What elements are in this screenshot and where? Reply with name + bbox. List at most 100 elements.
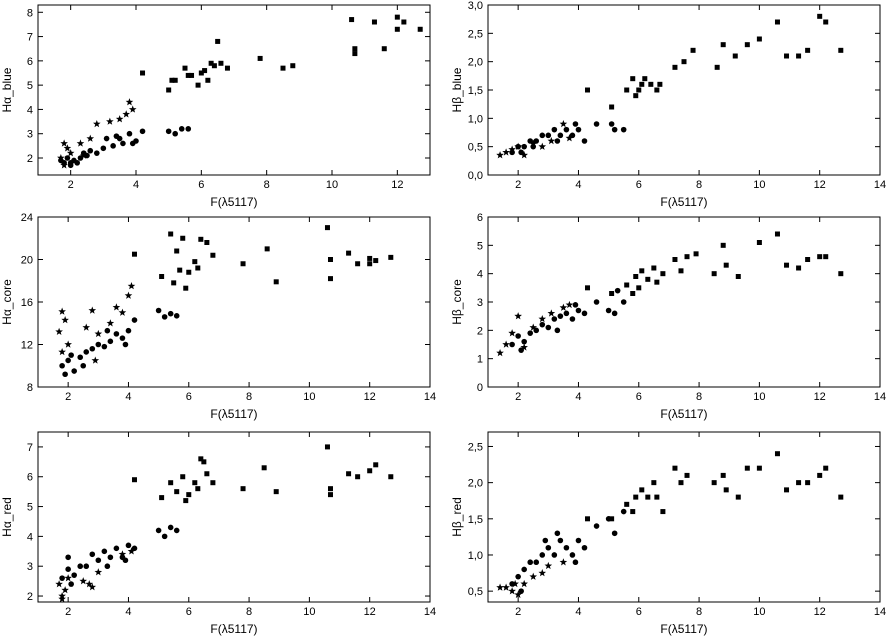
data-point-square (208, 60, 214, 66)
y-tick-label: 0 (477, 382, 483, 394)
data-point-circle (74, 160, 80, 166)
y-axis-label: Hα_red (0, 497, 14, 537)
data-point-square (735, 274, 741, 279)
data-point-square (290, 63, 296, 69)
data-point-star (57, 154, 65, 162)
data-point-square (166, 87, 172, 93)
data-point-star (511, 579, 519, 588)
data-point-circle (569, 552, 576, 558)
data-point-square (186, 492, 192, 498)
data-point-circle (67, 160, 74, 166)
data-point-square (192, 259, 198, 265)
data-point-square (198, 236, 204, 242)
data-point-star (529, 323, 538, 331)
data-point-circle (173, 527, 180, 534)
data-point-star (79, 151, 88, 159)
data-point-circle (100, 145, 107, 152)
data-point-square (210, 252, 216, 258)
data-point-square (195, 82, 201, 88)
data-point-square (744, 465, 750, 471)
data-point-star (508, 329, 516, 337)
data-point-square (633, 494, 639, 500)
data-point-square (714, 64, 720, 70)
data-point-star (496, 151, 504, 159)
data-point-circle (545, 324, 552, 331)
data-point-square (131, 477, 137, 483)
data-point-square (195, 265, 201, 271)
data-point-circle (120, 140, 126, 147)
data-point-circle (509, 341, 515, 348)
data-point-square (367, 255, 373, 261)
y-tick-label: 2,5 (468, 441, 483, 453)
data-point-circle (65, 554, 71, 561)
plot-frame (37, 4, 431, 176)
data-point-square (681, 59, 687, 65)
data-point-circle (545, 544, 552, 551)
x-tick-label: 2 (68, 179, 74, 191)
data-point-square (201, 459, 207, 465)
data-point-circle (521, 566, 527, 573)
x-tick-label: 14 (424, 391, 436, 403)
x-tick-label: 4 (575, 391, 581, 403)
data-point-circle (107, 554, 114, 561)
data-point-square (678, 268, 684, 274)
plot-frame (487, 431, 881, 603)
data-point-square (210, 480, 216, 486)
data-point-star (79, 577, 88, 585)
y-tick-label: 24 (21, 212, 33, 224)
y-axis-label: Hα_blue (0, 67, 14, 112)
data-point-square (654, 494, 660, 500)
data-point-star (496, 583, 504, 591)
data-point-square (657, 81, 663, 87)
data-point-circle (539, 321, 546, 328)
data-point-star (565, 134, 574, 142)
data-point-square (817, 254, 823, 260)
x-tick-label: 10 (753, 606, 765, 618)
data-point-circle (64, 155, 71, 161)
data-point-square (169, 77, 175, 83)
data-point-square (327, 276, 333, 282)
y-tick-label: 2 (27, 591, 33, 603)
data-point-circle (87, 147, 94, 154)
x-tick-label: 10 (753, 179, 765, 191)
data-point-square (838, 47, 844, 53)
data-point-square (394, 26, 400, 32)
data-point-circle (611, 126, 618, 133)
data-point-star (538, 315, 547, 323)
data-point-square (624, 282, 630, 288)
x-tick-label: 10 (753, 391, 765, 403)
data-point-square (324, 444, 330, 450)
data-point-circle (172, 130, 178, 137)
data-point-square (609, 104, 615, 110)
data-point-circle (155, 527, 162, 534)
data-point-circle (122, 341, 129, 348)
data-point-square (140, 70, 146, 76)
data-point-circle (68, 352, 74, 358)
data-point-square (678, 480, 684, 486)
data-point-star (529, 572, 538, 580)
data-point-square (624, 87, 630, 93)
data-point-square (660, 271, 666, 277)
data-point-square (672, 257, 678, 262)
data-point-square (224, 65, 230, 71)
x-tick-label: 14 (424, 606, 436, 618)
data-point-square (388, 254, 394, 260)
data-point-circle (178, 126, 185, 132)
y-tick-label: 2 (27, 153, 33, 165)
data-point-square (609, 516, 615, 522)
data-point-square (636, 285, 642, 291)
data-point-square (327, 492, 333, 498)
data-point-circle (94, 150, 100, 156)
data-point-circle (62, 371, 68, 378)
data-point-circle (68, 581, 74, 587)
data-point-circle (557, 537, 564, 544)
data-point-star (502, 340, 510, 348)
data-point-square (633, 274, 639, 279)
data-point-circle (620, 126, 627, 133)
data-point-circle (551, 316, 558, 322)
data-point-circle (611, 310, 618, 317)
data-point-star (61, 316, 69, 324)
data-point-circle (59, 362, 65, 369)
data-point-star (559, 558, 568, 566)
data-point-square (204, 471, 210, 477)
